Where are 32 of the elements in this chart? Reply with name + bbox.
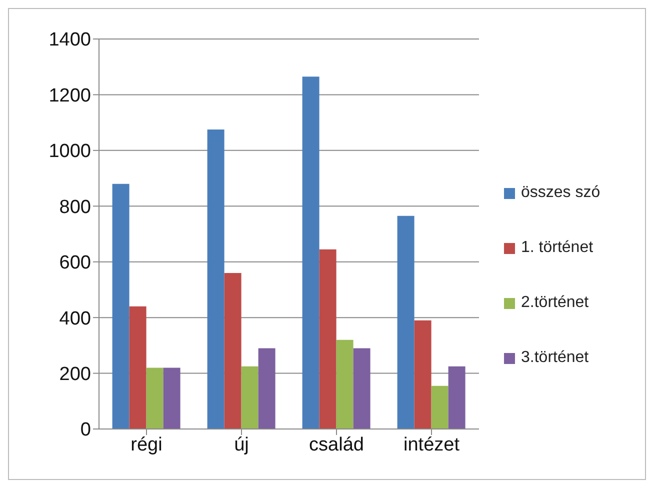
y-tick-label: 1000 <box>48 141 91 162</box>
bar <box>397 216 414 429</box>
bar <box>129 306 146 429</box>
bar <box>112 184 130 429</box>
bar <box>207 130 224 429</box>
bar <box>319 249 336 429</box>
legend-label: 3.történet <box>521 349 589 367</box>
y-tick-label: 200 <box>59 364 91 386</box>
y-tick-label: 400 <box>59 308 91 330</box>
y-tick-label: 0 <box>80 420 91 441</box>
y-tick-label: 800 <box>59 196 91 218</box>
y-tick-label: 1200 <box>48 85 91 106</box>
y-tick-label: 1400 <box>48 30 91 51</box>
bar <box>448 366 466 429</box>
x-tick-label: új <box>234 434 249 456</box>
bar <box>414 320 432 429</box>
bar <box>336 340 354 429</box>
x-tick-label: régi <box>130 434 162 456</box>
bar <box>146 368 164 429</box>
bar <box>302 76 320 429</box>
legend-label: összes szó <box>521 184 600 202</box>
x-tick-label: intézet <box>404 434 460 456</box>
legend-label: 2.történet <box>521 294 589 312</box>
bar <box>163 368 180 429</box>
bar <box>224 273 242 429</box>
bar <box>353 348 370 429</box>
bar <box>241 366 258 429</box>
bar <box>258 348 276 429</box>
x-tick-label: család <box>309 434 364 456</box>
legend-label: 1. történet <box>521 239 594 257</box>
y-tick-label: 600 <box>59 252 91 274</box>
bar <box>431 386 448 429</box>
